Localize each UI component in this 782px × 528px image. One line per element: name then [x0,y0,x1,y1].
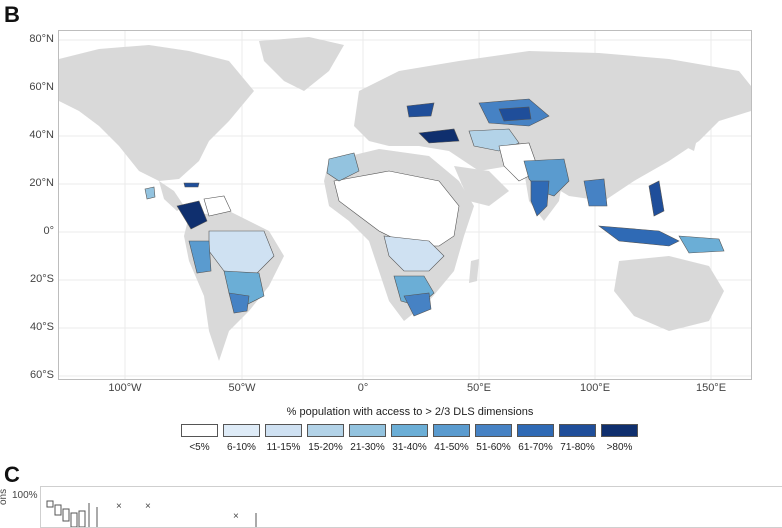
outlier-marker: × [233,511,239,522]
legend-item: 41-50% [433,424,470,453]
legend-label: 51-60% [476,442,511,453]
legend-label: 6-10% [227,442,256,453]
panel-b-letter: B [4,2,20,27]
lat-label-20s: 20°S [30,273,54,285]
lon-label-50e: 50°E [467,382,491,394]
legend-item: 51-60% [475,424,512,453]
legend-item: 61-70% [517,424,554,453]
legend-label: 71-80% [560,442,595,453]
boxplot-box [62,508,70,522]
legend-swatch [559,424,596,437]
boxplot-box [46,500,54,508]
legend-item: 71-80% [559,424,596,453]
panel-c-boxplots [46,500,257,527]
boxplot-box [54,504,62,516]
legend-item: 31-40% [391,424,428,453]
legend-item: 11-15% [265,424,302,453]
outlier-marker: × [116,501,122,512]
legend-swatch [223,424,260,437]
boxplot-box [70,512,78,527]
lat-label-60s: 60°S [30,369,54,381]
lon-label-50w: 50°W [228,382,256,394]
panel-c-y-label: ons [0,488,9,505]
lat-label-40s: 40°S [30,321,54,333]
legend-title: % population with access to > 2/3 DLS di… [286,406,534,418]
panel-c-y-tick: 100% [12,490,38,501]
panel-c-svg [46,500,257,527]
legend-item: 6-10% [223,424,260,453]
legend-swatch [475,424,512,437]
legend-swatch [391,424,428,437]
legend-swatch [307,424,344,437]
legend-label: 11-15% [266,442,301,453]
lon-label-150e: 150°E [695,382,727,394]
legend-swatch [349,424,386,437]
boxplot-box [78,510,86,527]
legend-item: >80% [601,424,638,453]
legend-item: 21-30% [349,424,386,453]
world-map [58,30,752,380]
legend-label: 31-40% [392,442,427,453]
legend-item: 15-20% [307,424,344,453]
legend-label: 41-50% [434,442,469,453]
lon-label-0: 0° [357,382,369,394]
legend-swatch [517,424,554,437]
legend-label: <5% [189,442,210,453]
legend-swatch [601,424,638,437]
choropleth-regions [144,98,725,317]
lat-label-0: 0° [43,225,54,237]
legend-label: 61-70% [518,442,553,453]
lat-label-40n: 40°N [29,129,54,141]
lon-label-100w: 100°W [108,382,142,394]
outlier-marker: × [145,501,151,512]
legend-label: >80% [606,442,633,453]
panel-c-letter: C [4,462,20,487]
lat-label-20n: 20°N [29,177,54,189]
lon-label-100e: 100°E [579,382,611,394]
legend-swatch [433,424,470,437]
legend-label: 21-30% [350,442,385,453]
legend-label: 15-20% [308,442,343,453]
legend-swatch [265,424,302,437]
panel-c-plot: × × × [40,486,782,528]
lat-label-60n: 60°N [29,81,54,93]
legend-item: <5% [181,424,218,453]
world-map-svg [59,31,751,379]
legend: <5% 6-10% 11-15% 15-20% 21-30% 31-40% 41… [181,424,638,453]
lat-label-80n: 80°N [29,33,54,45]
legend-swatch [181,424,218,437]
